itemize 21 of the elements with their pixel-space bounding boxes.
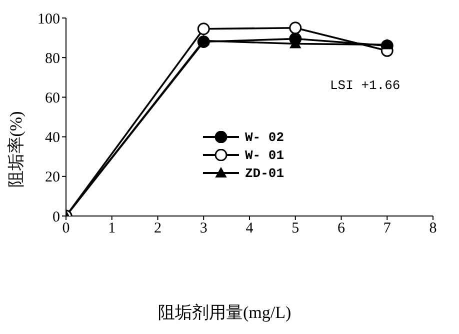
x-tick-label: 5	[292, 220, 300, 237]
y-tick-label: 60	[45, 90, 60, 107]
x-tick-label: 1	[108, 220, 116, 237]
annotation: LSI +1.66	[330, 78, 400, 93]
x-tick-label: 6	[338, 220, 346, 237]
x-axis-title: 阻垢剂用量(mg/L)	[158, 302, 292, 324]
y-tick-label: 80	[45, 50, 60, 67]
legend-label: W- 02	[245, 130, 284, 144]
x-tick-label: 7	[383, 220, 392, 237]
x-tick-label: 0	[62, 220, 70, 237]
y-tick-label: 100	[38, 11, 60, 28]
y-tick-label: 20	[45, 170, 60, 186]
x-tick-label: 2	[154, 220, 162, 237]
x-tick-label: 8	[429, 220, 437, 237]
y-tick-label: 40	[45, 130, 60, 146]
y-axis-title: 阻垢率(%)	[6, 111, 27, 188]
x-tick-label: 3	[200, 220, 208, 237]
legend-label: ZD-01	[245, 166, 284, 180]
legend-label: W- 01	[245, 148, 284, 162]
y-tick-label: 0	[52, 209, 60, 226]
x-tick-label: 4	[246, 220, 254, 237]
